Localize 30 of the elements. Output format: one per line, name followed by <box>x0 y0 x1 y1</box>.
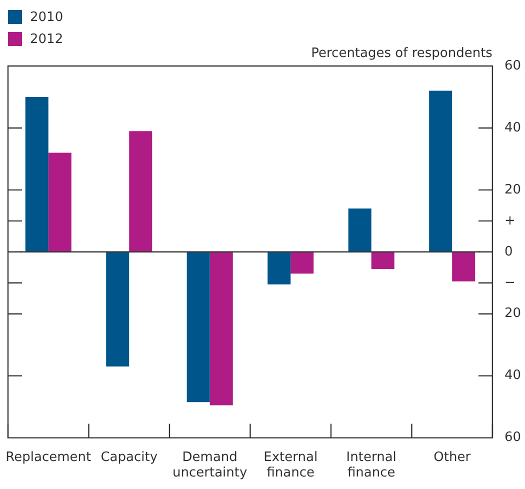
y-tick-label: + <box>504 213 516 228</box>
bar <box>106 252 130 367</box>
y-tick-label: − <box>504 275 516 290</box>
legend-label: 2010 <box>30 10 64 24</box>
bar <box>452 252 476 282</box>
y-tick-label: 60 <box>504 58 522 74</box>
x-tick-label: Replacement <box>6 450 92 465</box>
x-tick-label: Other <box>434 450 472 465</box>
x-tick-label: Capacity <box>100 450 158 465</box>
bar <box>429 90 452 252</box>
y-axis-title: Percentages of respondents <box>311 46 493 61</box>
y-tick-label: 60 <box>504 430 522 446</box>
y-tick-label: 40 <box>504 120 522 136</box>
bar <box>25 96 48 252</box>
bar <box>290 252 314 274</box>
bar <box>186 252 210 402</box>
legend-label: 2012 <box>30 32 64 46</box>
bar <box>210 252 233 406</box>
y-tick-label: 0 <box>504 244 513 260</box>
bar <box>371 252 394 269</box>
y-tick-label: 20 <box>504 306 522 322</box>
y-tick-label: 40 <box>504 368 522 384</box>
bar <box>268 252 291 284</box>
x-tick-label: Demand uncertainty <box>172 450 248 481</box>
bar <box>348 208 372 252</box>
bar <box>129 131 152 252</box>
y-tick-label: 20 <box>504 182 522 198</box>
bar <box>48 152 72 252</box>
x-tick-label: External finance <box>264 450 318 481</box>
x-tick-label: Internal finance <box>346 450 396 481</box>
